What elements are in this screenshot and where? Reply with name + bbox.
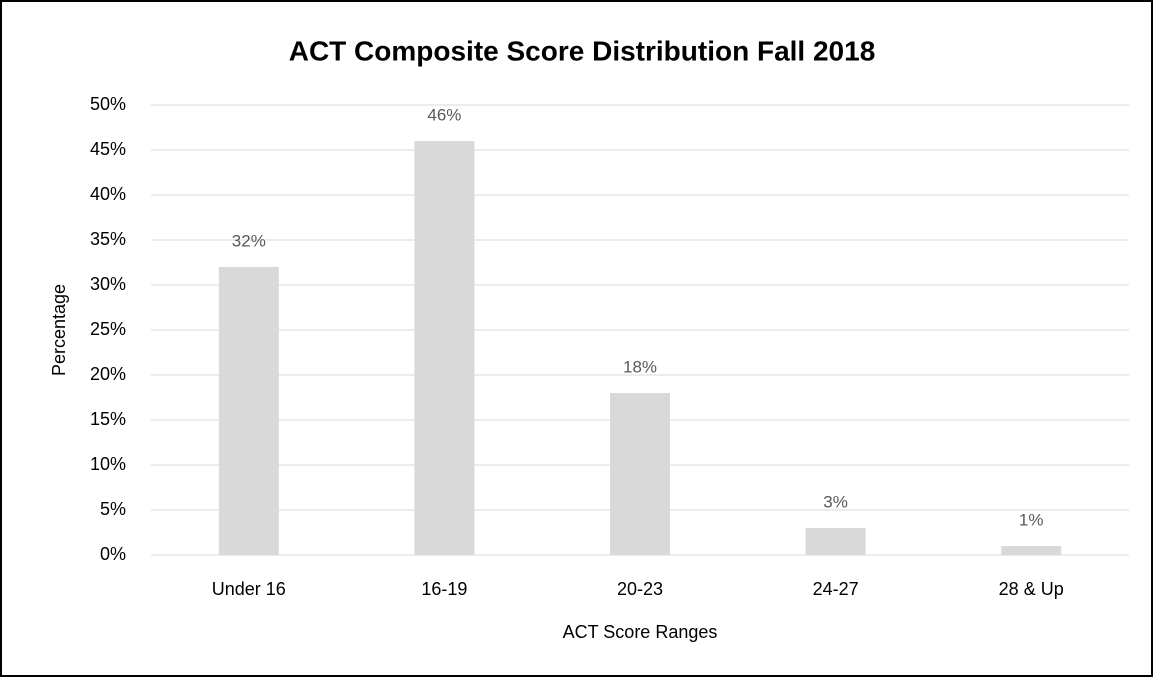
x-tick-label: Under 16	[212, 579, 286, 599]
x-axis-label: ACT Score Ranges	[563, 622, 718, 642]
bar	[610, 393, 670, 555]
y-axis-label: Percentage	[49, 284, 69, 376]
y-tick-label: 25%	[90, 319, 126, 339]
y-tick-label: 15%	[90, 409, 126, 429]
chart-title: ACT Composite Score Distribution Fall 20…	[289, 35, 876, 66]
data-label: 18%	[623, 357, 657, 376]
x-tick-label: 20-23	[617, 579, 663, 599]
y-tick-label: 10%	[90, 454, 126, 474]
data-label: 1%	[1019, 510, 1044, 529]
data-label: 3%	[823, 492, 848, 511]
x-tick-label: 28 & Up	[999, 579, 1064, 599]
y-tick-label: 40%	[90, 184, 126, 204]
y-tick-label: 35%	[90, 229, 126, 249]
bar	[218, 267, 279, 555]
bar	[805, 528, 866, 555]
data-label: 32%	[232, 231, 266, 250]
bar	[414, 141, 475, 555]
y-tick-label: 30%	[90, 274, 126, 294]
data-label: 46%	[427, 105, 461, 124]
y-tick-label: 45%	[90, 139, 126, 159]
bar	[1001, 546, 1062, 555]
y-tick-label: 20%	[90, 364, 126, 384]
y-tick-label: 0%	[100, 544, 126, 564]
y-tick-label: 5%	[100, 499, 126, 519]
y-tick-label: 50%	[90, 94, 126, 114]
x-tick-label: 24-27	[813, 579, 859, 599]
x-tick-label: 16-19	[421, 579, 467, 599]
